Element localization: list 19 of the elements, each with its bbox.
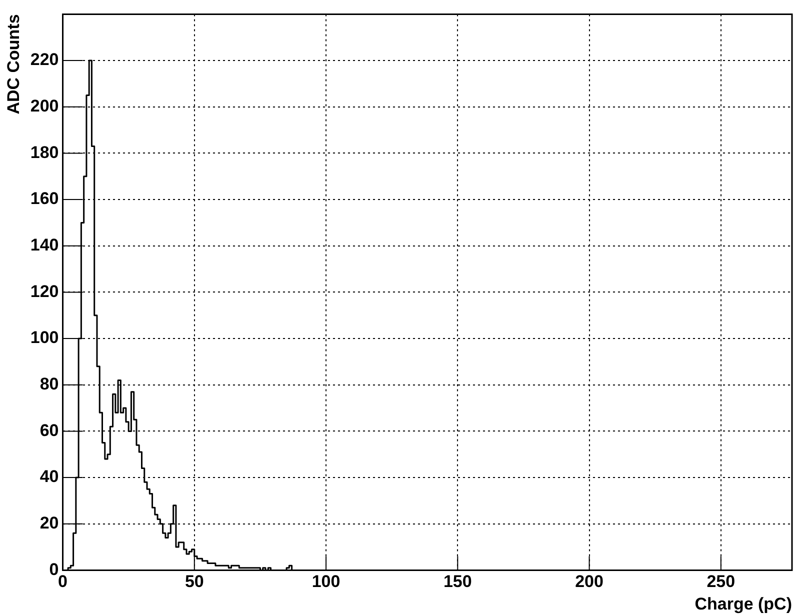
x-tick-label: 150	[443, 572, 472, 592]
y-tick-label: 60	[40, 420, 59, 440]
y-tick-label: 220	[30, 50, 59, 70]
x-tick-label: 50	[184, 572, 204, 592]
x-axis-title: Charge (pC)	[694, 594, 792, 614]
y-tick-label: 180	[30, 142, 59, 162]
y-tick-label: 160	[30, 189, 59, 208]
y-tick-label: 40	[40, 467, 59, 486]
y-tick-label: 0	[49, 560, 59, 579]
y-tick-label: 100	[30, 328, 59, 348]
x-tick-label: 200	[575, 572, 604, 592]
x-tick-label: 100	[312, 572, 340, 592]
y-tick-label: 20	[40, 514, 59, 533]
x-tick-label: 250	[706, 572, 736, 592]
y-tick-label: 200	[30, 96, 59, 116]
y-axis-title: ADC Counts	[4, 14, 23, 114]
y-tick-label: 120	[30, 282, 59, 301]
y-tick-label: 80	[40, 374, 59, 394]
y-tick-label: 140	[30, 236, 59, 255]
